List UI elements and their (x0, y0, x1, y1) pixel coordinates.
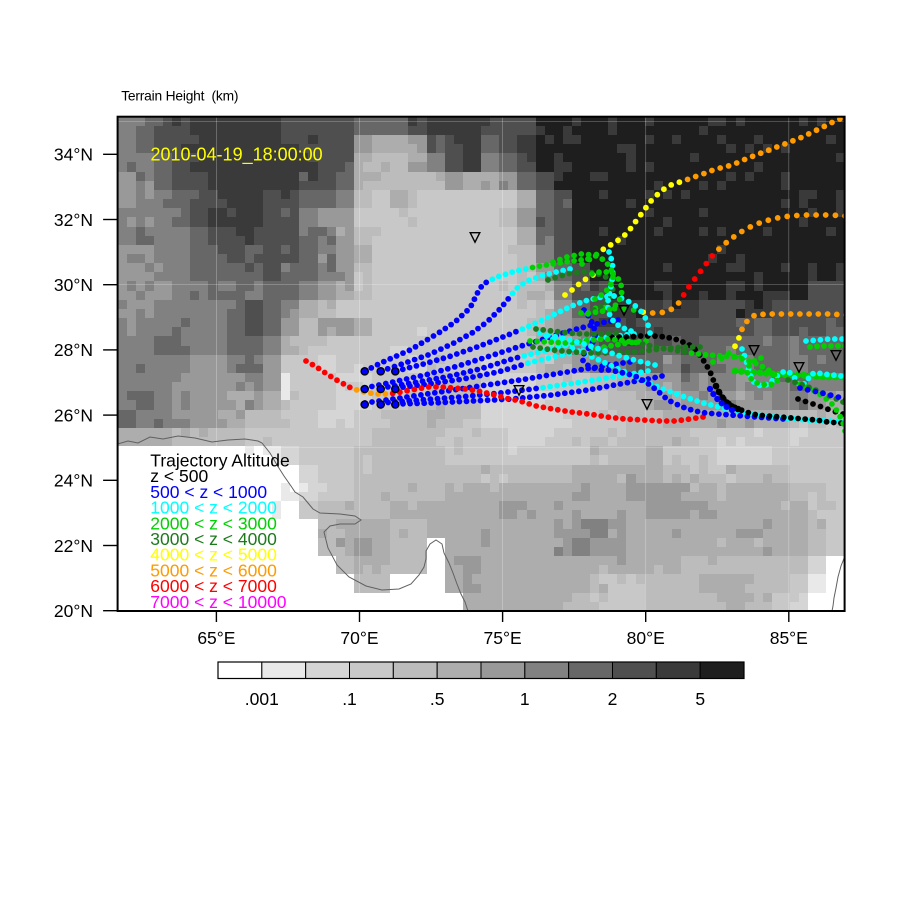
svg-text:.5: .5 (430, 689, 445, 709)
svg-text:Terrain Height (km): Terrain Height (km) (121, 88, 238, 103)
svg-text:32°N: 32°N (54, 210, 93, 230)
svg-text:65°E: 65°E (197, 628, 235, 648)
svg-text:.001: .001 (245, 689, 279, 709)
svg-text:3000 < z < 4000: 3000 < z < 4000 (150, 529, 277, 549)
svg-text:7000 < z < 10000: 7000 < z < 10000 (150, 592, 286, 612)
svg-text:70°E: 70°E (340, 628, 378, 648)
svg-text:20°N: 20°N (54, 601, 93, 621)
svg-text:2010-04-19_18:00:00: 2010-04-19_18:00:00 (151, 145, 323, 166)
svg-text:1: 1 (520, 689, 530, 709)
svg-text:Trajectory Altitude: Trajectory Altitude (150, 451, 289, 471)
svg-text:2000 < z < 3000: 2000 < z < 3000 (150, 513, 277, 533)
svg-text:28°N: 28°N (54, 340, 93, 360)
svg-text:34°N: 34°N (54, 145, 93, 165)
svg-text:5000 < z < 6000: 5000 < z < 6000 (150, 560, 277, 580)
svg-text:22°N: 22°N (54, 536, 93, 556)
svg-text:z < 500: z < 500 (150, 466, 208, 486)
svg-text:1000 < z < 2000: 1000 < z < 2000 (150, 498, 277, 518)
svg-text:30°N: 30°N (54, 275, 93, 295)
svg-text:75°E: 75°E (484, 628, 522, 648)
svg-text:80°E: 80°E (627, 628, 665, 648)
svg-text:6000 < z < 7000: 6000 < z < 7000 (150, 576, 277, 596)
svg-text:24°N: 24°N (54, 471, 93, 491)
svg-text:85°E: 85°E (770, 628, 808, 648)
svg-text:.1: .1 (342, 689, 357, 709)
svg-text:2: 2 (608, 689, 618, 709)
svg-text:500 < z < 1000: 500 < z < 1000 (150, 482, 267, 502)
svg-text:5: 5 (695, 689, 705, 709)
svg-text:4000 < z < 5000: 4000 < z < 5000 (150, 545, 277, 565)
svg-text:26°N: 26°N (54, 405, 93, 425)
